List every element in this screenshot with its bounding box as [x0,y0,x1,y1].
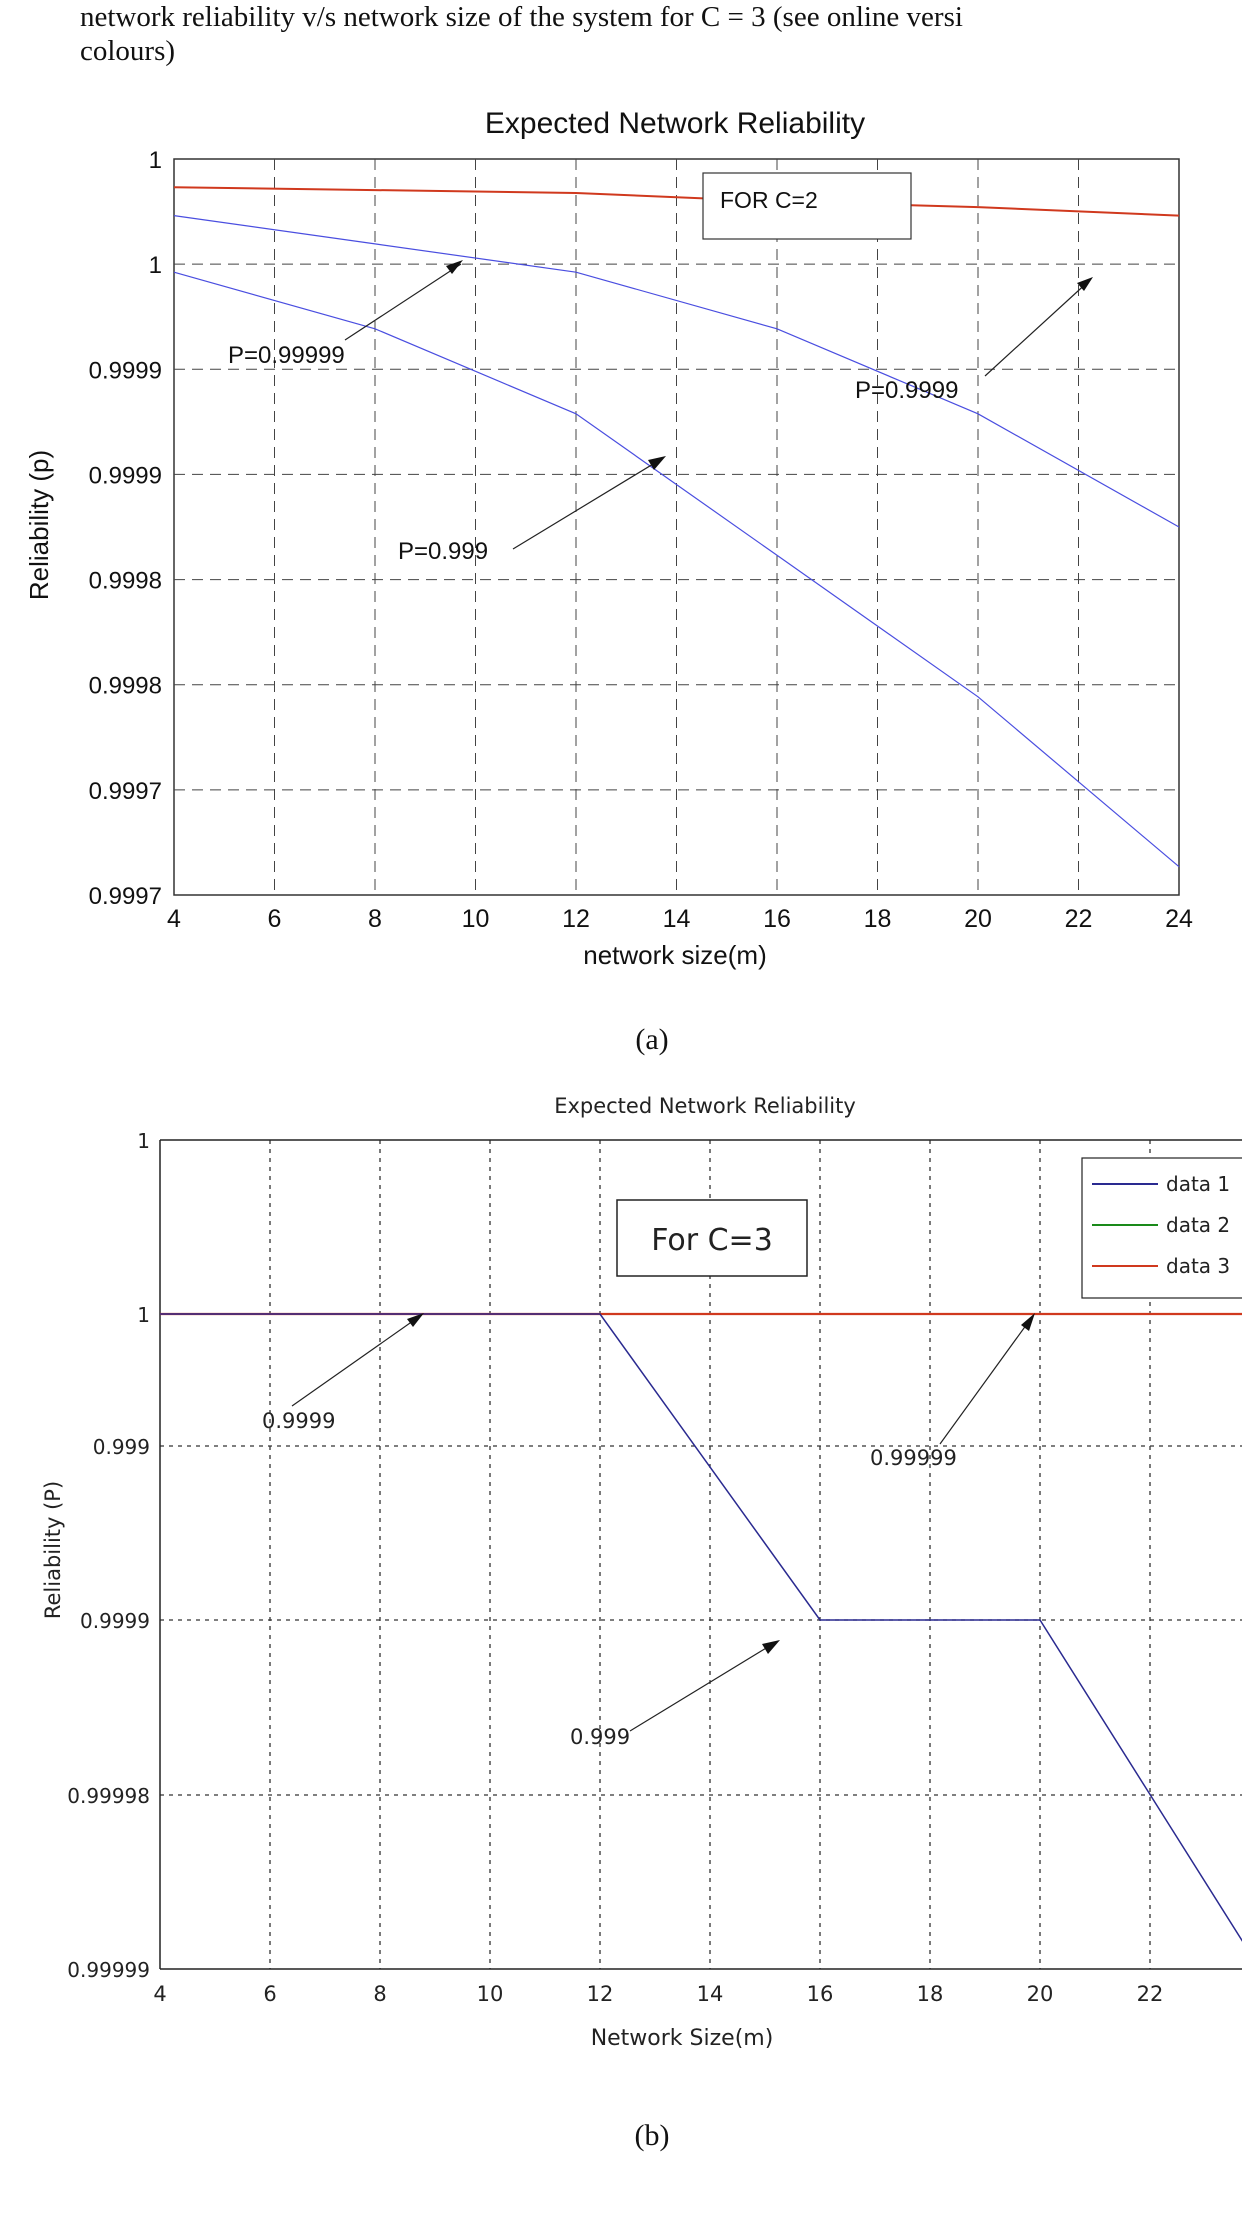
chart-b-ytick-label: 0.99999 [67,1958,150,1982]
chart-a-x-ticks: 4 6 8 10 12 14 16 18 20 22 24 [167,905,1193,933]
chart-b-xtick-label: 8 [373,1982,386,2006]
chart-b-title: Expected Network Reliability [554,1094,856,1118]
legend-entry-1: data 1 [1166,1172,1230,1196]
chart-a-ytick-label: 0.9997 [89,883,162,910]
chart-b-xtick-label: 22 [1137,1982,1164,2006]
chart-b: Expected Network Reliability 4 6 8 10 12 14 16… [41,1094,1242,2051]
chart-a-ytick-label: 0.9999 [89,462,162,489]
chart-b-arrows [291,1313,1035,1732]
chart-b-annotation-c: For C=3 [651,1223,773,1258]
chart-b-annotation-3: 0.999 [570,1725,630,1749]
chart-a-xtick-label: 8 [368,905,382,933]
chart-a-xtick-label: 18 [864,905,892,933]
caption-line-2: colours) [80,35,176,67]
chart-b-ytick-label: 0.99998 [67,1784,150,1808]
chart-b-x-ticks: 4 6 8 10 12 14 16 18 20 22 [153,1982,1163,2006]
chart-a-annotation-p2: P=0.9999 [855,377,958,404]
chart-b-ylabel: Reliability (P) [41,1481,65,1619]
chart-a-title: Expected Network Reliability [485,107,865,140]
chart-a-ytick-label: 0.9999 [89,357,162,384]
chart-b-ytick-label: 0.999 [93,1435,150,1459]
chart-a-ytick-label: 0.9997 [89,778,162,805]
chart-b-xlabel: Network Size(m) [591,2026,774,2051]
chart-a-series-1 [173,186,1180,217]
chart-a-annotation-p1: P=0.99999 [228,342,345,369]
chart-a-xtick-label: 12 [562,905,590,933]
chart-a: Expected Network Reliability 4 6 8 10 12 14 16… [24,107,1193,970]
panel-label-b: (b) [634,2119,670,2152]
chart-a-ylabel: Reliability (p) [24,450,54,600]
chart-a-xlabel: network size(m) [583,940,766,970]
chart-b-ytick-label: 1 [137,1303,150,1327]
chart-b-xtick-label: 18 [917,1982,944,2006]
chart-b-annotation-2: 0.99999 [870,1446,957,1470]
chart-a-annotation-p3: P=0.999 [398,538,488,565]
chart-a-xtick-label: 10 [462,905,490,933]
chart-b-xtick-label: 6 [263,1982,276,2006]
chart-b-series-1 [160,1313,1242,1942]
figure-caption: network reliability v/s network size of … [80,0,1242,68]
chart-a-ytick-label: 0.9998 [89,673,162,700]
caption-line-1: network reliability v/s network size of … [80,1,963,33]
chart-a-xtick-label: 6 [268,905,282,933]
chart-a-annotation-c: FOR C=2 [720,187,818,213]
chart-a-ytick-label: 0.9998 [89,568,162,595]
chart-a-ytick-label: 1 [149,252,162,279]
chart-a-arrows [344,260,1093,550]
chart-a-series-3 [173,271,1180,868]
chart-a-ytick-label: 1 [149,147,162,174]
chart-a-y-ticks: 0.9997 0.9997 0.9998 0.9998 0.9999 0.9999 1 1 [89,147,162,910]
chart-a-series [173,186,1180,868]
legend-entry-3: data 3 [1166,1254,1230,1278]
chart-b-xtick-label: 10 [477,1982,504,2006]
chart-b-series [160,1312,1242,1942]
chart-b-xtick-label: 20 [1027,1982,1054,2006]
chart-a-xtick-label: 22 [1065,905,1093,933]
chart-a-xtick-label: 4 [167,905,181,933]
chart-a-xtick-label: 20 [964,905,992,933]
chart-a-grid [174,159,1179,895]
chart-b-legend: data 1 data 2 data 3 [1081,1157,1242,1299]
chart-b-y-ticks: 0.99999 0.99998 0.9999 0.999 1 1 [67,1129,150,1982]
chart-b-annotation-1: 0.9999 [262,1409,335,1433]
chart-b-annotation-box [616,1199,808,1277]
chart-a-annotation-box [702,172,912,240]
chart-a-xtick-label: 24 [1165,905,1193,933]
chart-a-xtick-label: 16 [763,905,791,933]
chart-b-ytick-label: 0.9999 [80,1609,150,1633]
chart-b-xtick-label: 4 [153,1982,166,2006]
chart-b-ytick-label: 1 [137,1129,150,1153]
chart-a-xtick-label: 14 [663,905,691,933]
legend-entry-2: data 2 [1166,1213,1230,1237]
chart-b-xtick-label: 16 [807,1982,834,2006]
chart-b-xtick-label: 12 [587,1982,614,2006]
chart-b-xtick-label: 14 [697,1982,724,2006]
legend-box [1081,1157,1242,1299]
chart-a-series-2 [173,215,1180,528]
panel-label-a: (a) [635,1023,669,1056]
